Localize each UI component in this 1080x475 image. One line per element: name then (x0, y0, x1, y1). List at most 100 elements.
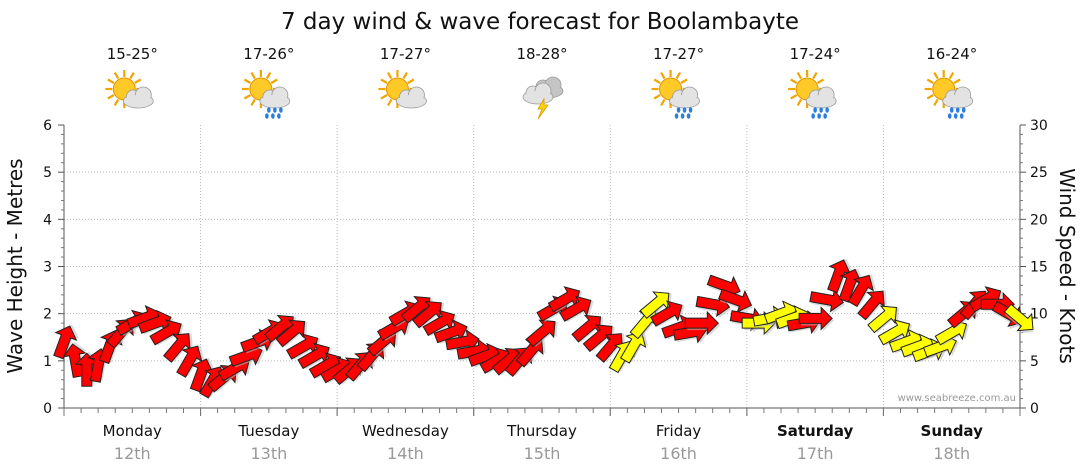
chart-grid (64, 125, 1020, 408)
sun-ray (113, 71, 120, 80)
sun-ray (933, 98, 939, 107)
cloud-fill (124, 95, 153, 107)
sun-ray (386, 98, 393, 107)
sun-ray (380, 78, 388, 84)
sun-ray (265, 71, 272, 80)
right-axis-tick-label: 20 (1030, 212, 1048, 228)
rain-drop (676, 107, 681, 113)
credit-text: www.seabreeze.com.au (898, 393, 1016, 404)
rain-drop (680, 113, 685, 119)
sun-ray (243, 78, 252, 84)
wind-arrow-shape (684, 310, 720, 336)
sun-ray (812, 71, 818, 80)
day-date-label: 18th (933, 444, 970, 463)
sun-ray (796, 71, 803, 80)
rain-drop (817, 113, 821, 119)
wind-arrow-shape (525, 319, 556, 348)
wind-arrow (162, 333, 193, 363)
wind-arrow (857, 290, 888, 321)
day-name-label: Sunday (921, 422, 984, 440)
partly-cloudy-showers-icon (241, 70, 291, 119)
sun-ray (243, 94, 252, 100)
sun-ray (380, 94, 388, 100)
sun-ray (653, 94, 661, 100)
sun-ray (660, 71, 666, 80)
day-date-label: 13th (250, 444, 287, 463)
wind-arrow-shape (847, 274, 875, 308)
wind-arrow-shape (650, 300, 683, 327)
rain-drop (688, 107, 693, 113)
left-axis-tick-label: 1 (43, 354, 52, 370)
cloud-fill (397, 95, 426, 107)
day-temperature: 17-26° (243, 45, 294, 63)
right-axis-tick-label: 0 (1030, 401, 1039, 417)
wind-arrow (595, 333, 626, 363)
day-name-label: Wednesday (362, 422, 449, 440)
day-date-label: 15th (524, 444, 561, 463)
right-axis-ticks: 0 5 10 15 20 25 30 (1020, 118, 1048, 417)
left-axis-tick-label: 5 (43, 165, 52, 181)
sun-ray (816, 78, 825, 84)
wind-arrow (149, 319, 184, 346)
rain-drop (267, 107, 271, 113)
sun-ray (250, 71, 256, 80)
left-axis-tick-label: 4 (43, 212, 52, 228)
rain-drop (813, 107, 817, 113)
wind-arrow-shape (595, 333, 624, 363)
sun-ray (134, 78, 142, 84)
wind-arrow-shape (433, 319, 468, 344)
right-axis-tick-label: 30 (1030, 118, 1048, 134)
wind-arrow (137, 309, 174, 335)
wind-arrow (877, 319, 913, 346)
left-axis-tick-label: 3 (43, 260, 52, 276)
sun-ray (113, 98, 120, 107)
left-axis-tick-label: 2 (43, 307, 52, 323)
wind-arrow-shape (162, 333, 191, 363)
rain-drop (953, 113, 958, 119)
sun-ray (107, 78, 115, 84)
wind-arrow-shape (718, 288, 753, 313)
partly-cloudy-rain-icon (788, 70, 837, 119)
cloud-fill (943, 95, 972, 107)
wind-arrow-shape (857, 290, 885, 321)
wind-arrow (619, 331, 649, 364)
rain-drop (273, 107, 277, 113)
wind-arrow (422, 309, 458, 337)
wind-arrow-shape (422, 309, 455, 337)
sun-ray (129, 71, 135, 80)
wind-arrow-shape (559, 295, 592, 322)
day-temperature: 17-24° (790, 45, 841, 63)
wind-arrow-shape (877, 319, 911, 346)
rain-drop (825, 107, 829, 113)
wind-arrow-shape (867, 305, 897, 334)
rain-drop (682, 107, 687, 113)
sun-ray (948, 71, 955, 80)
day-date-label: 14th (387, 444, 424, 463)
right-axis-tick-label: 5 (1030, 354, 1039, 370)
wind-arrow-shape (189, 358, 214, 393)
day-date-label: 16th (660, 444, 697, 463)
partly-cloudy-rain-icon (924, 70, 974, 119)
rain-drop (811, 113, 815, 119)
rain-drop (277, 113, 281, 119)
day-temperature: 18-28° (516, 45, 567, 63)
day-temperature: 16-24° (926, 45, 977, 63)
sun-ray (407, 78, 415, 84)
right-axis-tick-label: 15 (1030, 260, 1048, 276)
wind-arrow (433, 319, 470, 344)
sun-ray (270, 78, 278, 84)
lightning-bolt (537, 97, 549, 120)
sun-ray (790, 94, 798, 100)
day-temperature: 17-27° (380, 45, 431, 63)
wind-arrow (798, 306, 835, 332)
wind-arrow-shape (149, 319, 182, 346)
wind-arrow (189, 357, 216, 393)
cloud-fill (260, 95, 289, 107)
partly-cloudy-icon (378, 70, 427, 109)
rain-drop (674, 113, 679, 119)
sun-ray (790, 78, 798, 84)
wind-arrow (525, 319, 558, 348)
wind-arrow (718, 288, 753, 315)
wind-arrow-shape (619, 331, 647, 364)
